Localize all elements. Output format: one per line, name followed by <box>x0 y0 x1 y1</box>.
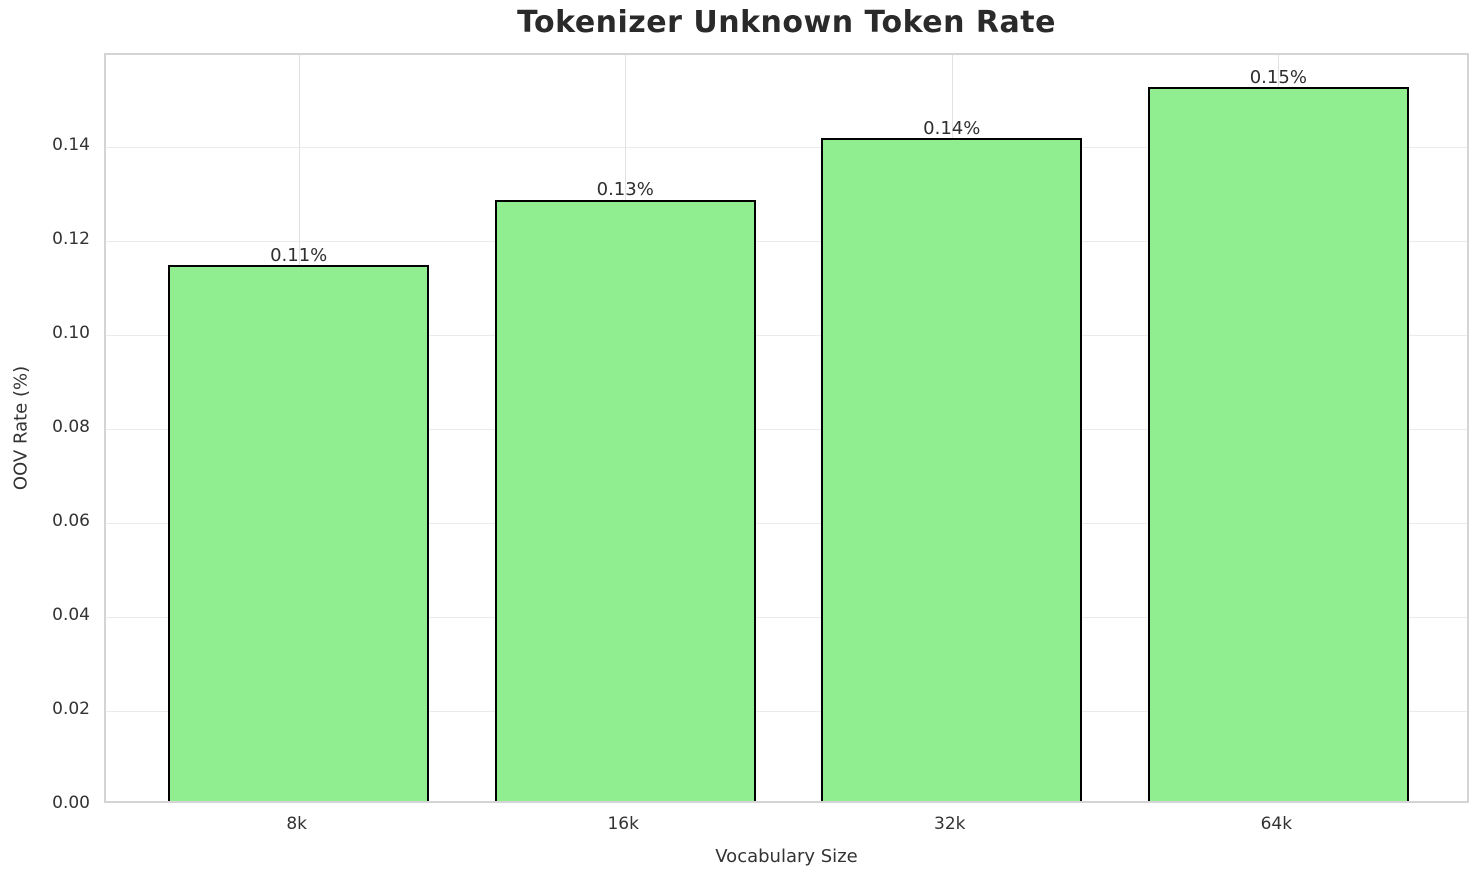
bar-64k <box>1147 86 1409 801</box>
bar-value-label: 0.15% <box>1249 66 1307 88</box>
bar-32k <box>821 138 1083 801</box>
y-tick-label: 0.00 <box>52 793 90 813</box>
gridline-horizontal <box>106 429 1467 431</box>
x-tick-label: 64k <box>1260 814 1293 834</box>
x-tick-label: 16k <box>607 814 639 834</box>
x-tick-label: 8k <box>286 814 307 834</box>
plot-area: 0.11% 0.13% 0.14% 0.15% <box>104 53 1469 803</box>
gridline-horizontal <box>106 711 1467 712</box>
y-tick-label: 0.10 <box>52 323 90 344</box>
bar-value-label: 0.11% <box>270 245 328 267</box>
gridline-horizontal <box>106 523 1467 525</box>
gridline-horizontal <box>106 147 1467 149</box>
y-tick-label: 0.12 <box>52 229 90 250</box>
gridline-horizontal <box>106 335 1467 337</box>
gridline-horizontal <box>106 241 1467 243</box>
bar-8k <box>168 265 430 801</box>
y-tick-label: 0.14 <box>52 135 90 156</box>
bar-16k <box>494 199 756 801</box>
chart-title: Tokenizer Unknown Token Rate <box>517 5 1056 40</box>
x-axis-label: Vocabulary Size <box>715 846 858 867</box>
gridline-horizontal <box>106 617 1467 619</box>
bar-value-label: 0.14% <box>923 118 981 140</box>
x-tick-label: 32k <box>934 814 966 834</box>
bar-value-label: 0.13% <box>596 179 654 201</box>
y-tick-label: 0.02 <box>52 699 90 719</box>
y-tick-label: 0.08 <box>52 417 90 438</box>
y-tick-label: 0.04 <box>52 605 90 626</box>
y-tick-label: 0.06 <box>52 511 90 532</box>
